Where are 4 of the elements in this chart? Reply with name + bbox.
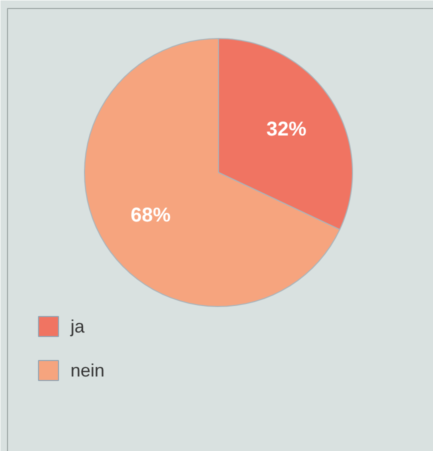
data-label: 68% [130,204,171,227]
legend-label: ja [70,316,86,336]
data-label: 32% [266,118,307,140]
legend-label: nein [70,360,105,380]
